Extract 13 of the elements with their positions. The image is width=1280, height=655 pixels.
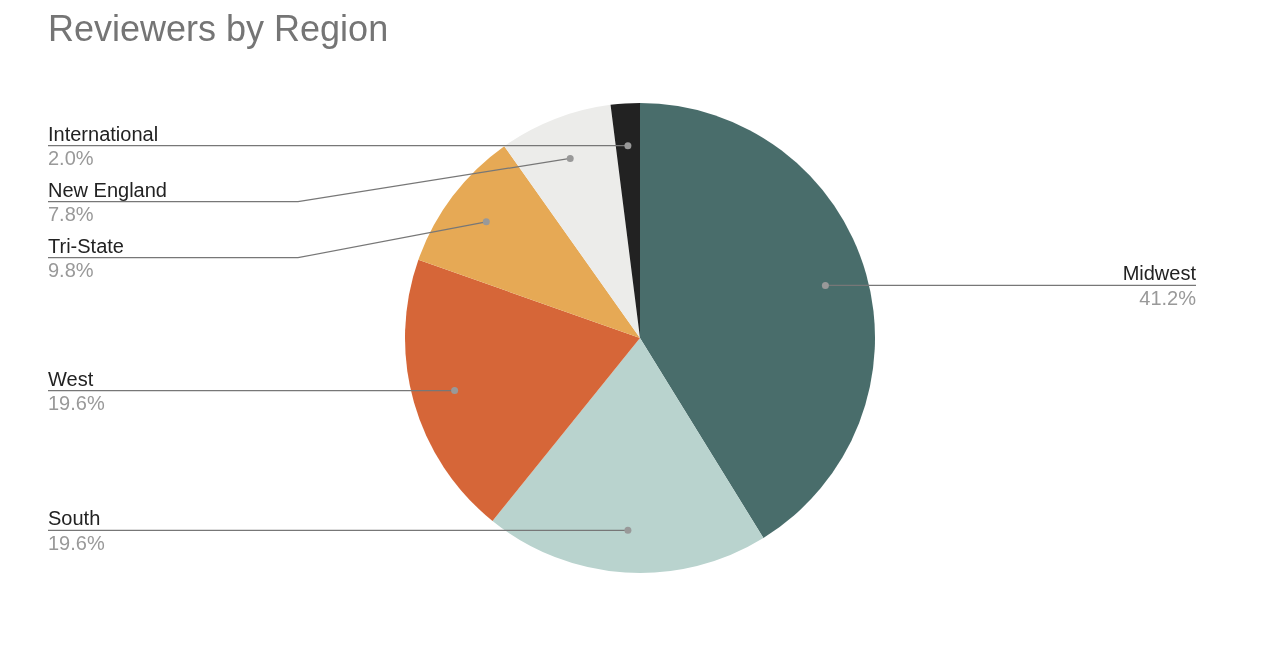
slice-label: West <box>48 367 94 390</box>
data-label: 9.8% <box>48 259 94 282</box>
slice-label: South <box>48 507 101 530</box>
data-label: 19.6% <box>48 531 105 554</box>
data-label: 2.0% <box>48 147 94 170</box>
data-label: 19.6% <box>48 392 105 415</box>
slice-label: New England <box>48 178 167 201</box>
chart-title: Reviewers by Region <box>48 8 390 51</box>
data-label: 41.2% <box>1139 286 1197 309</box>
slice-label: Tri-State <box>48 234 124 257</box>
slice-label: International <box>48 122 159 145</box>
data-label: 7.8% <box>48 203 94 226</box>
slice-label: Midwest <box>1122 262 1197 285</box>
